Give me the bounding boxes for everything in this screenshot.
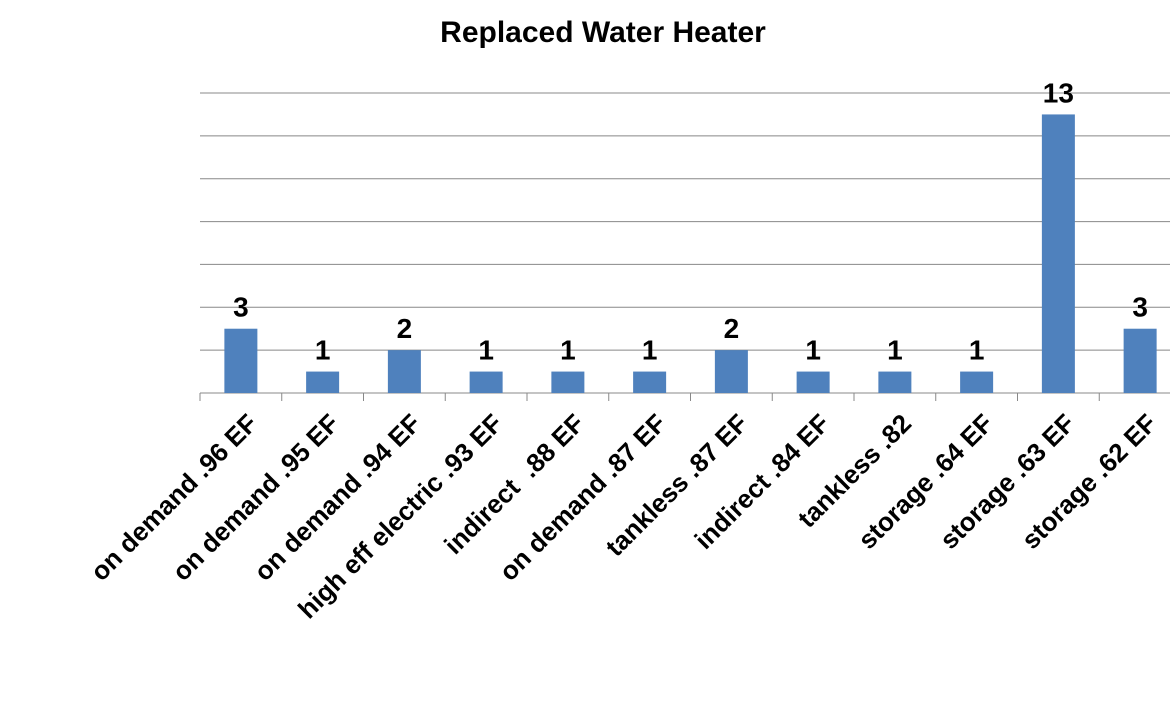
- data-label: 1: [969, 335, 985, 366]
- bar: [1041, 114, 1075, 393]
- data-label: 13: [1043, 77, 1074, 108]
- data-label: 3: [1132, 292, 1148, 323]
- data-label: 3: [233, 292, 249, 323]
- data-label: 1: [560, 335, 576, 366]
- bar: [960, 371, 994, 393]
- data-label: 1: [478, 335, 494, 366]
- chart-title: Replaced Water Heater: [440, 16, 766, 49]
- bar: [387, 350, 421, 393]
- x-tick-label: tankless .87 EF: [600, 408, 754, 562]
- bar: [469, 371, 503, 393]
- data-label: 1: [887, 335, 903, 366]
- data-label: 2: [397, 313, 413, 344]
- data-label: 1: [642, 335, 658, 366]
- data-label: 2: [724, 313, 740, 344]
- x-tick-label: indirect .88 EF: [438, 408, 590, 560]
- data-label: 1: [315, 335, 331, 366]
- bar: [633, 371, 667, 393]
- bar: [1123, 328, 1157, 393]
- bar: [551, 371, 585, 393]
- bar: [224, 328, 258, 393]
- bar: [796, 371, 830, 393]
- bar: [878, 371, 912, 393]
- data-label: 1: [805, 335, 821, 366]
- bar: [306, 371, 340, 393]
- bar: [714, 350, 748, 393]
